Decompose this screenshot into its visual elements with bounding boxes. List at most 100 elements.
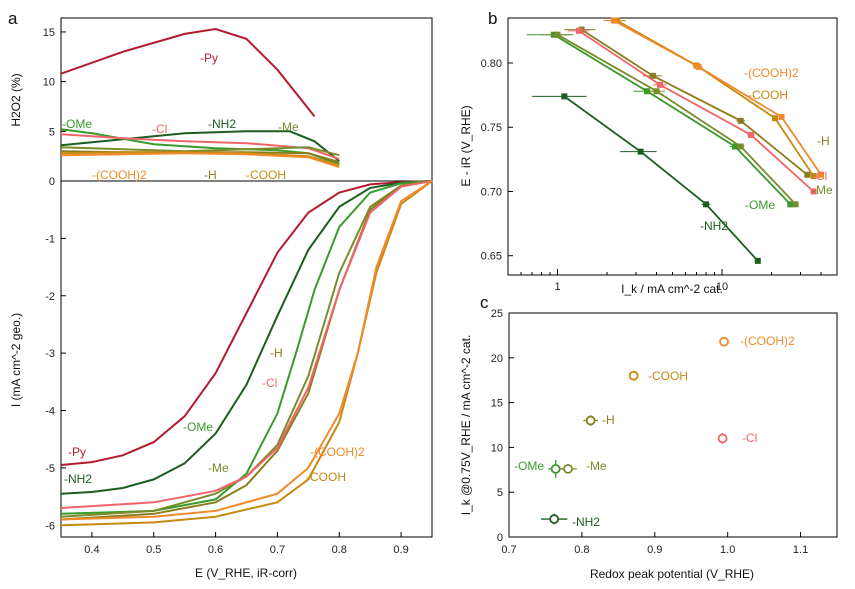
label-cooh: -COOH — [648, 369, 688, 383]
panel-a-bottom-y-tick-label: -4 — [45, 406, 55, 418]
point-me — [792, 201, 799, 208]
point-nh2 — [703, 201, 710, 208]
panel-b-y-tick-label: 0.75 — [481, 122, 502, 134]
curve-nh2 — [563, 95, 759, 262]
label-me: -Me — [812, 183, 833, 197]
h2o2-label-ome: -OMe — [62, 117, 92, 131]
panel-c-y-tick-label: 15 — [491, 398, 503, 410]
point-cl — [810, 188, 817, 195]
panel-c-x-tick-label: 1.0 — [720, 544, 735, 556]
point-me — [737, 143, 744, 150]
panel-a-x-tick-label: 0.8 — [332, 544, 347, 556]
current-label-py: -Py — [68, 445, 86, 459]
panel-a-top-y-tick-label: 5 — [49, 126, 55, 138]
panel-a-top-y-tick-label: 0 — [49, 176, 55, 188]
current-curve-me — [60, 180, 433, 518]
panel-b-x-tick-label: 1 — [554, 281, 560, 293]
panel-a-x-axis-label: E (V_RHE, iR-corr) — [195, 566, 297, 580]
panel-a-bottom-y-tick-label: -6 — [45, 520, 55, 532]
panel-a-letter: a — [8, 9, 18, 28]
point-me — [563, 464, 573, 474]
current-curve-cooh — [60, 180, 433, 527]
label-ome: -OMe — [514, 459, 544, 473]
label-nh2: -NH2 — [572, 515, 600, 529]
point-cl — [575, 27, 582, 34]
current-curve-cooh-2 — [60, 180, 433, 521]
panel-c-frame — [508, 312, 838, 538]
panel-a-bottom-y-axis-label: I (mA cm^-2 geo.) — [9, 313, 23, 407]
current-curve-py — [60, 180, 433, 466]
label-cl: -Cl — [742, 431, 757, 445]
label-cooh-2: -(COOH)2 — [744, 66, 799, 80]
panel-a-h2o2-curves — [60, 27, 340, 169]
panel-c-x-tick-label: 0.8 — [574, 544, 589, 556]
point-cooh — [772, 115, 779, 122]
point-nh2 — [549, 514, 560, 524]
panel-b-series — [526, 17, 825, 264]
current-label-cooh: -COOH — [306, 470, 346, 484]
panel-a-x-tick-label: 0.9 — [393, 544, 408, 556]
label-cl: -Cl — [812, 169, 827, 183]
panel-b-x-tick-label: 10 — [716, 281, 728, 293]
panel-c-points — [541, 336, 729, 525]
panel-a-x-tick-label: 0.5 — [146, 544, 161, 556]
panel-c-x-tick-label: 1.1 — [793, 544, 808, 556]
point-cooh-2 — [719, 336, 729, 347]
panel-c-axes: 0.7 0.8 0.9 1.0 1.1 0 5 10 15 20 25 — [491, 308, 808, 556]
current-curve-cl — [60, 180, 433, 509]
panel-b-letter: b — [488, 9, 497, 28]
panel-c-point-labels: -(COOH)2 -COOH -H -Cl -OMe -Me -NH2 — [514, 334, 795, 529]
current-label-ome: -OMe — [183, 420, 213, 434]
point-nh2 — [561, 93, 568, 100]
panel-b-y-tick-label: 0.65 — [481, 251, 502, 263]
panel-b-frame — [507, 17, 838, 276]
panel-c-x-tick-label: 0.9 — [647, 544, 662, 556]
point-h — [585, 415, 596, 426]
panel-c-x-axis-label: Redox peak potential (V_RHE) — [590, 567, 754, 581]
h2o2-label-cooh: -COOH — [246, 168, 286, 182]
panel-a-x-tick-label: 0.6 — [208, 544, 223, 556]
panel-a-x-tick-label: 0.7 — [270, 544, 285, 556]
current-label-h: -H — [270, 346, 283, 360]
current-label-cl: -Cl — [262, 376, 277, 390]
panel-b-y-tick-label: 0.80 — [481, 58, 502, 70]
panel-c-y-tick-label: 20 — [491, 353, 503, 365]
panel-a-top-y-tick-label: 15 — [43, 27, 55, 39]
label-h: -H — [602, 413, 615, 427]
point-cl — [657, 81, 664, 88]
curve-ome — [553, 33, 791, 205]
curve-me — [557, 33, 797, 205]
curve-h — [581, 28, 808, 176]
point-ome — [787, 201, 794, 208]
point-ome — [732, 143, 739, 150]
label-cooh: -COOH — [748, 88, 788, 102]
point-h — [737, 117, 744, 124]
point-h — [804, 171, 811, 178]
current-curve-h — [60, 180, 433, 521]
point-nh2 — [754, 257, 761, 264]
h2o2-label-py: -Py — [200, 51, 218, 65]
point-cl — [747, 131, 754, 138]
panel-c-y-tick-label: 5 — [497, 487, 503, 499]
panel-b-series-labels: -(COOH)2 -COOH -H -Cl-Me -OMe -NH2 — [700, 66, 833, 233]
panel-c-y-tick-label: 25 — [491, 308, 503, 320]
panel-c-y-tick-label: 0 — [497, 532, 503, 544]
panel-c-x-tick-label: 0.7 — [501, 544, 516, 556]
h2o2-label-h: -H — [204, 168, 217, 182]
label-me: -Me — [586, 459, 607, 473]
panel-a-bottom-y-tick-label: -5 — [45, 463, 55, 475]
current-curve-nh2 — [60, 180, 433, 495]
panel-b-y-axis-label: E - iR (V_RHE) — [459, 105, 473, 186]
panel-a-series-labels: -Py -OMe -Cl -NH2 -Me -(COOH)2 -H -COOH -H -Cl -OM… — [62, 51, 365, 486]
h2o2-label-cl: -Cl — [152, 122, 167, 136]
point-cooh-2 — [818, 171, 825, 178]
panel-b: 1 10 0.65 0.70 0.75 0.80 -(COOH)2 -COOH -H -Cl-M… — [459, 17, 838, 296]
current-label-nh2: -NH2 — [64, 472, 92, 486]
label-nh2: -NH2 — [700, 219, 728, 233]
point-cooh — [628, 370, 639, 381]
point-nh2 — [637, 148, 644, 155]
panel-a-bottom-y-tick-label: -2 — [45, 291, 55, 303]
point-me — [653, 88, 660, 95]
